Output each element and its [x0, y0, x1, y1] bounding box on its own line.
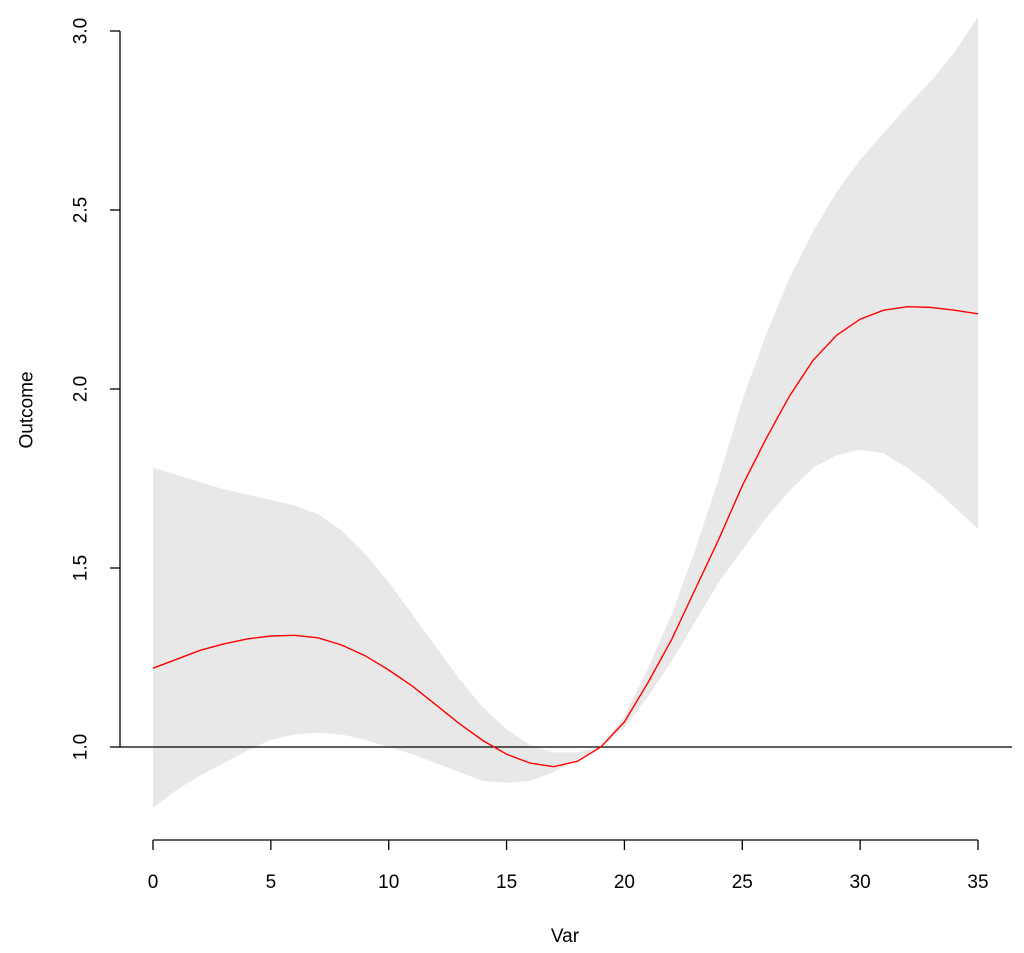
x-tick-label: 15: [496, 872, 517, 893]
x-tick-label: 35: [967, 872, 988, 893]
y-tick-label: 2.5: [71, 197, 92, 223]
y-axis-title: Outcome: [17, 371, 38, 448]
x-axis: 0 5 10 15 20 25 30 35: [148, 839, 989, 893]
y-tick-label: 1.0: [71, 734, 92, 760]
y-axis: 1.0 1.5 2.0 2.5 3.0: [71, 18, 121, 760]
y-tick-label: 2.0: [71, 376, 92, 402]
y-tick-label: 3.0: [71, 18, 92, 44]
x-axis-title: Var: [551, 926, 580, 947]
y-tick-label: 1.5: [71, 555, 92, 581]
estimate-line: [152, 305, 979, 768]
x-tick-label: 25: [732, 872, 753, 893]
x-tick-label: 0: [148, 872, 159, 893]
x-tick-label: 10: [378, 872, 399, 893]
x-tick-label: 20: [614, 872, 635, 893]
plot-area: [120, 16, 1012, 808]
x-tick-label: 5: [266, 872, 277, 893]
x-tick-label: 30: [850, 872, 871, 893]
confidence-band: [153, 16, 978, 808]
